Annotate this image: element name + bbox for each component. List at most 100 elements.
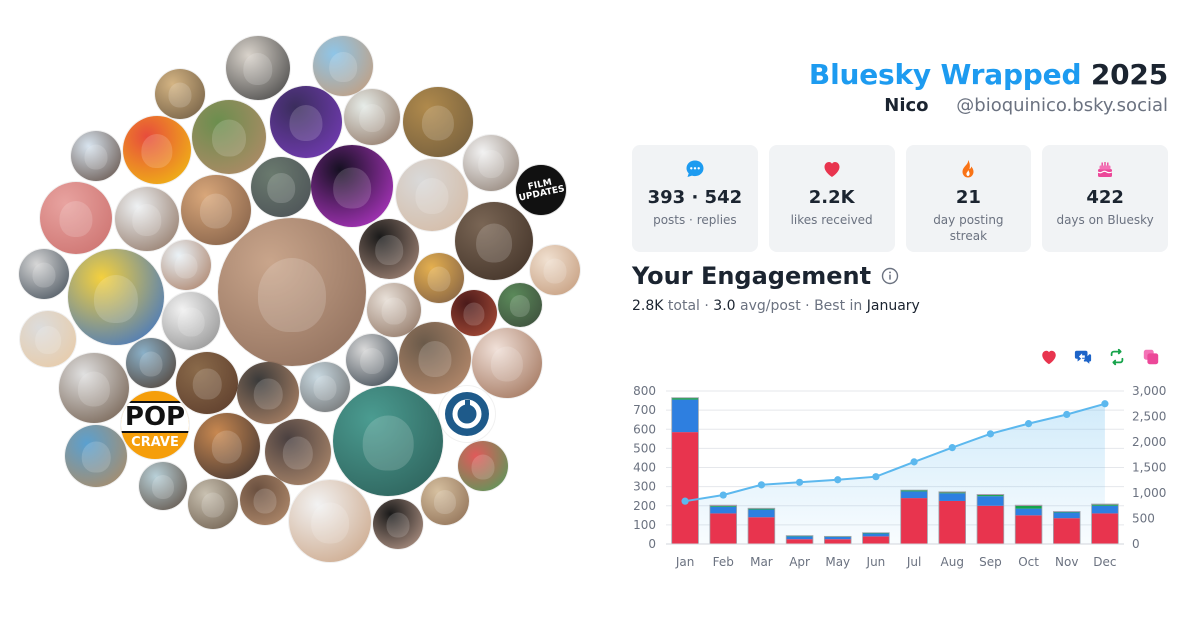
quote-icon[interactable] (1142, 348, 1160, 366)
avatar[interactable] (472, 328, 542, 398)
y2-tick-label: 1,000 (1132, 486, 1166, 500)
stat-label: days on Bluesky (1056, 213, 1154, 227)
bar-likes (862, 536, 890, 544)
avatar[interactable] (463, 135, 519, 191)
x-tick-label: Apr (789, 555, 810, 569)
bar-likes (786, 539, 813, 544)
bar-likes (938, 500, 966, 544)
avatar[interactable] (399, 322, 471, 394)
engagement-title: Your Engagement (632, 262, 872, 290)
avatar[interactable] (181, 175, 251, 245)
cumulative-line (684, 402, 1106, 503)
reply-icon[interactable] (1074, 348, 1092, 366)
x-tick-label: Nov (1055, 555, 1078, 569)
logo-text-film: FILM UPDATES (518, 177, 566, 204)
y-tick-label: 400 (633, 461, 656, 475)
avatar[interactable] (414, 253, 464, 303)
avatar[interactable]: FILM UPDATES (516, 165, 566, 215)
avatar[interactable] (359, 219, 419, 279)
info-icon[interactable] (881, 267, 899, 285)
flame-icon (906, 159, 1032, 179)
avatar[interactable] (367, 283, 421, 337)
avatar[interactable] (403, 87, 473, 157)
avatar[interactable] (251, 157, 311, 217)
avatar[interactable] (396, 159, 468, 231)
bar-replies (1015, 508, 1042, 516)
avatar[interactable] (192, 100, 266, 174)
logo-text-crave: CRAVE (131, 435, 179, 450)
avatar[interactable] (226, 36, 290, 100)
avatar[interactable] (498, 283, 542, 327)
y-tick-label: 200 (633, 499, 656, 513)
avatar[interactable] (115, 187, 179, 251)
avatar[interactable] (59, 353, 129, 423)
best-label: Best in (814, 298, 863, 314)
avatar[interactable] (455, 202, 533, 280)
avatar[interactable] (311, 145, 393, 227)
avatar[interactable] (344, 89, 400, 145)
y-tick-label: 0 (648, 537, 656, 551)
repost-icon[interactable] (1108, 348, 1126, 366)
avatar[interactable] (139, 462, 187, 510)
y-tick-label: 600 (633, 422, 656, 436)
avatar[interactable] (240, 475, 290, 525)
cumulative-point (834, 476, 842, 484)
cumulative-point (757, 481, 766, 489)
y2-tick-label: 2,500 (1132, 410, 1166, 424)
avatar[interactable] (451, 290, 497, 336)
logo-text-pop: POP (121, 401, 189, 433)
bar-replies (900, 491, 928, 499)
avatar-cloud: POP CRAVE FILM UPDATES (0, 0, 600, 630)
avatar[interactable] (162, 292, 220, 350)
avatar[interactable] (19, 249, 69, 299)
avatar[interactable]: POP CRAVE (121, 391, 189, 459)
avatar[interactable] (155, 69, 205, 119)
bar-reposts (862, 532, 890, 534)
avatar[interactable] (458, 441, 508, 491)
cumulative-point (910, 458, 918, 466)
avatar[interactable] (188, 479, 238, 529)
user-handle[interactable]: @bioquinico.bsky.social (956, 95, 1168, 116)
stat-card-days: 422 days on Bluesky (1042, 145, 1168, 252)
display-name: Nico (884, 95, 929, 116)
stat-card-streak: 21 day posting streak (905, 145, 1032, 252)
avatar[interactable] (71, 131, 121, 181)
x-tick-label: Sep (979, 555, 1002, 569)
bar-replies (977, 496, 1004, 506)
bar-likes (709, 513, 737, 544)
cake-icon (1042, 159, 1168, 179)
avatar[interactable] (68, 249, 164, 345)
avatar[interactable] (439, 386, 495, 442)
heart-icon[interactable] (1040, 348, 1058, 366)
avatar[interactable] (333, 386, 443, 496)
bar-replies (1053, 512, 1081, 519)
avatar[interactable] (421, 477, 469, 525)
bar-reposts (1015, 505, 1042, 509)
avatar[interactable] (346, 334, 398, 386)
y2-tick-label: 0 (1132, 537, 1140, 551)
avatar[interactable] (40, 182, 112, 254)
bar-replies (938, 493, 966, 501)
avatar[interactable] (161, 240, 211, 290)
avatar[interactable] (530, 245, 580, 295)
page-title: Bluesky Wrapped 2025 (809, 58, 1168, 91)
avatar[interactable] (237, 362, 299, 424)
cumulative-point (719, 491, 727, 499)
avatar[interactable] (265, 419, 331, 485)
cumulative-point (872, 473, 880, 481)
avatar[interactable] (300, 362, 350, 412)
avatar[interactable] (289, 480, 371, 562)
avatar[interactable] (194, 413, 260, 479)
avatar[interactable] (313, 36, 373, 96)
avatar[interactable] (270, 86, 342, 158)
avatar[interactable] (123, 116, 191, 184)
avatar[interactable] (373, 499, 423, 549)
avatar[interactable] (126, 338, 176, 388)
avatar[interactable] (218, 218, 366, 366)
avatar[interactable] (65, 425, 127, 487)
y-tick-label: 800 (633, 384, 656, 398)
y-tick-label: 500 (633, 441, 656, 455)
avatar[interactable] (20, 311, 76, 367)
x-tick-label: Jan (675, 555, 695, 569)
y2-tick-label: 1,500 (1132, 461, 1166, 475)
